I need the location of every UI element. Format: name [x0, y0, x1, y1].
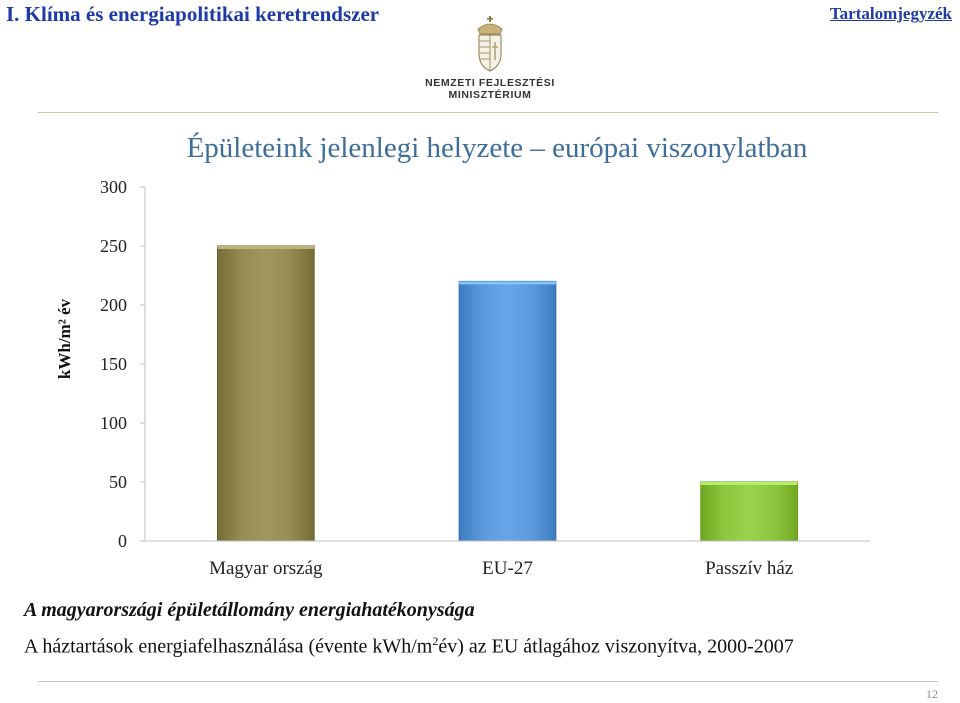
caption-subtitle-part-2: év) az EU átlagához viszonyítva, 2000-20…: [438, 635, 794, 658]
bar-highlight: [459, 281, 556, 285]
y-tick-label: 200: [100, 295, 127, 315]
logo-line-2: MINISZTÉRIUM: [448, 89, 532, 101]
x-category-label: EU-27: [482, 558, 533, 579]
x-category-label: Magyar ország: [209, 558, 323, 579]
toc-link[interactable]: Tartalomjegyzék: [829, 4, 952, 23]
bar: [700, 481, 798, 542]
y-tick-label: 50: [109, 472, 127, 492]
bars: [217, 245, 798, 542]
y-axis-label: kWh/m² év: [55, 298, 74, 379]
y-tick-label: 300: [100, 177, 127, 197]
y-tick-label: 100: [100, 413, 127, 433]
bar-chart: Épületeink jelenlegi helyzete – európai …: [55, 131, 870, 579]
footer-divider: [38, 681, 938, 682]
caption-subtitle-part-1: A háztartások energiafelhasználása (éven…: [24, 635, 433, 658]
section-title: I. Klíma és energiapolitikai keretrendsz…: [6, 2, 380, 26]
y-axis-ticks: 0 50 100 150 200 250 300: [100, 177, 145, 551]
chart-title: Épületeink jelenlegi helyzete – európai …: [187, 131, 808, 164]
page-number: 12: [926, 687, 938, 701]
x-category-label: Passzív ház: [705, 558, 793, 579]
logo-line-1: NEMZETI FEJLESZTÉSI: [425, 77, 555, 89]
caption-superscript: 2: [432, 634, 439, 648]
caption-title: A magyarországi épületállomány energiaha…: [24, 599, 475, 621]
bar: [458, 280, 557, 542]
ministry-logo: NEMZETI FEJLESZTÉSI MINISZTÉRIUM: [415, 16, 565, 106]
header-divider: [38, 112, 938, 113]
caption-subtitle: A háztartások energiafelhasználása (éven…: [24, 634, 794, 659]
bar-highlight: [217, 246, 315, 249]
bar-highlight: [700, 482, 798, 485]
coat-of-arms-icon: [477, 16, 503, 72]
y-tick-label: 250: [100, 236, 127, 256]
x-axis-categories: Magyar ország EU-27 Passzív ház: [209, 558, 793, 579]
y-tick-label: 0: [118, 531, 127, 551]
y-tick-label: 150: [100, 354, 127, 374]
bar: [217, 245, 315, 542]
